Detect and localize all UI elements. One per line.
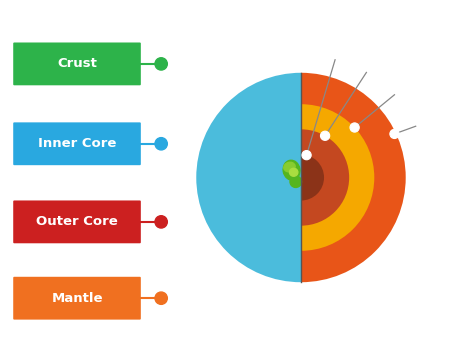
- Circle shape: [320, 131, 330, 140]
- Circle shape: [302, 151, 311, 160]
- Circle shape: [350, 123, 359, 132]
- Wedge shape: [301, 154, 324, 201]
- Circle shape: [155, 138, 167, 150]
- Text: Outer Core: Outer Core: [36, 215, 118, 228]
- FancyBboxPatch shape: [13, 201, 141, 243]
- Circle shape: [155, 58, 167, 70]
- Ellipse shape: [284, 162, 295, 172]
- Ellipse shape: [290, 176, 301, 187]
- Circle shape: [155, 292, 167, 304]
- Text: Mantle: Mantle: [51, 292, 103, 305]
- FancyBboxPatch shape: [13, 122, 141, 165]
- Circle shape: [155, 216, 167, 228]
- Text: Crust: Crust: [57, 58, 97, 70]
- Ellipse shape: [283, 160, 300, 180]
- Text: Inner Core: Inner Core: [38, 137, 116, 150]
- Wedge shape: [301, 129, 349, 226]
- FancyBboxPatch shape: [13, 43, 141, 85]
- Circle shape: [390, 129, 399, 138]
- FancyBboxPatch shape: [13, 277, 141, 320]
- Wedge shape: [301, 73, 406, 282]
- Ellipse shape: [290, 168, 298, 176]
- Wedge shape: [196, 73, 301, 282]
- Wedge shape: [301, 104, 374, 251]
